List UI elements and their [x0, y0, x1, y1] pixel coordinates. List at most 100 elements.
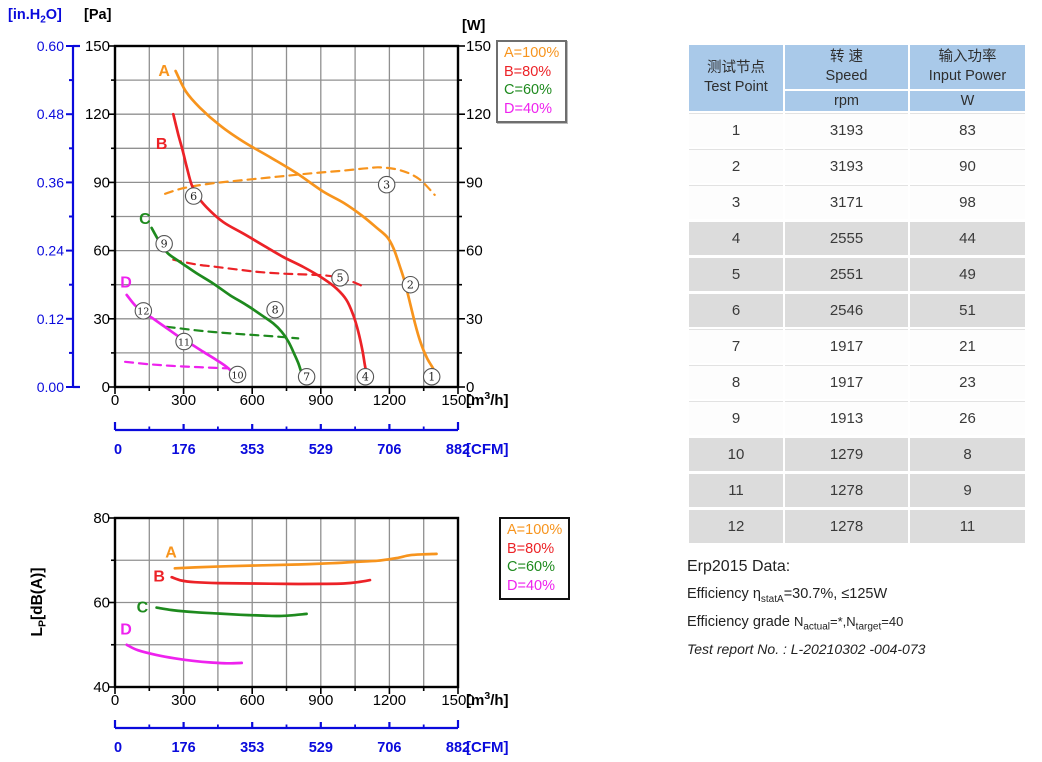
cfm-axis: 0 176 353 529 706 882[CFM] [113, 720, 508, 756]
test-point-marker-8: 8 [266, 300, 284, 319]
table-row-point-8: 8 1917 23 [689, 365, 1025, 399]
axis-titles: [in.H2O] [Pa] [W] [m3/h] [8, 7, 509, 409]
svg-text:[CFM]: [CFM] [466, 739, 508, 756]
series-b-80-pressure [171, 112, 368, 375]
table-header-input-power: 输入功率 Input Power [910, 45, 1025, 89]
svg-text:90: 90 [466, 174, 483, 191]
cell-test-point: 2 [689, 149, 783, 183]
cell-test-point: 7 [689, 329, 783, 363]
series-a-100-pressure [174, 69, 437, 377]
svg-text:0.00: 0.00 [37, 379, 64, 395]
svg-text:C: C [137, 600, 149, 617]
cell-test-point: 10 [689, 437, 783, 471]
svg-text:0: 0 [111, 392, 119, 409]
grid [115, 518, 458, 687]
svg-text:9: 9 [161, 238, 168, 251]
x-axis-title: [m3/h] [466, 690, 509, 709]
svg-text:0.12: 0.12 [37, 311, 64, 327]
table-row-point-9: 9 1913 26 [689, 401, 1025, 435]
svg-text:2: 2 [407, 279, 414, 292]
cell-test-point: 6 [689, 293, 783, 327]
test-point-marker-6: 6 [184, 187, 203, 205]
cell-speed: 2555 [785, 221, 908, 255]
table-row-point-11: 11 1278 9 [689, 473, 1025, 507]
svg-text:7: 7 [303, 371, 310, 384]
series-d-40-noise [125, 643, 244, 665]
svg-text:60: 60 [93, 595, 110, 612]
svg-text:353: 353 [240, 442, 264, 458]
svg-text:0.36: 0.36 [37, 174, 64, 190]
svg-text:529: 529 [309, 740, 333, 756]
cell-speed: 1278 [785, 509, 908, 543]
svg-text:706: 706 [377, 442, 401, 458]
cell-speed: 2551 [785, 257, 908, 291]
series-d-40-input-power [124, 360, 230, 370]
table-row-point-2: 2 3193 90 [689, 149, 1025, 183]
cell-power: 98 [910, 185, 1025, 219]
cell-power: 51 [910, 293, 1025, 327]
series-c-60-noise [155, 606, 308, 618]
header-input-power-en: Input Power [928, 68, 1007, 84]
series-a-100-input-power [164, 166, 436, 196]
grid [115, 46, 458, 387]
svg-text:LP[dB(A)]: LP[dB(A)] [29, 568, 49, 637]
test-point-marker-10: 10 [228, 365, 247, 384]
svg-text:C: C [139, 211, 151, 228]
cell-test-point: 12 [689, 509, 783, 543]
svg-text:1200: 1200 [373, 692, 406, 709]
svg-text:D: D [120, 622, 132, 639]
svg-text:1500: 1500 [441, 692, 474, 709]
legend-entry-c: C=60% [507, 559, 555, 575]
legend-entry-d: D=40% [504, 100, 552, 117]
svg-text:300: 300 [171, 692, 196, 709]
svg-text:600: 600 [240, 692, 265, 709]
svg-text:706: 706 [377, 740, 401, 756]
svg-text:882: 882 [446, 740, 470, 756]
table-row-point-5: 5 2551 49 [689, 257, 1025, 291]
table-row-point-6: 6 2546 51 [689, 293, 1025, 327]
table-row-point-3: 3 3171 98 [689, 185, 1025, 219]
svg-text:B: B [153, 568, 165, 585]
cell-test-point: 4 [689, 221, 783, 255]
cell-test-point: 3 [689, 185, 783, 219]
svg-text:0: 0 [466, 379, 474, 396]
svg-text:1: 1 [428, 371, 435, 384]
table-header-w-unit: W [910, 91, 1025, 111]
performance-chart-legend: A=100% B=80% C=60% D=40% [496, 40, 568, 123]
svg-text:A: A [165, 545, 177, 562]
table-row-point-10: 10 1279 8 [689, 437, 1025, 471]
erp-efficiency-line: Efficiency ηstatA=30.7%, ≤125W [687, 586, 888, 605]
y-axis-title: LP[dB(A)] [29, 568, 49, 637]
svg-text:[W]: [W] [462, 18, 486, 34]
cell-power: 9 [910, 473, 1025, 507]
test-point-marker-4: 4 [356, 368, 375, 386]
series-a-100-noise [173, 552, 438, 570]
legend-entry-a: A=100% [504, 45, 560, 61]
cell-power: 8 [910, 437, 1025, 471]
svg-text:0: 0 [111, 692, 119, 709]
svg-text:0.60: 0.60 [37, 38, 64, 54]
inh2o-axis: 0.00 0.12 0.24 0.36 0.48 0.60 [37, 38, 80, 395]
cell-test-point: 9 [689, 401, 783, 435]
cell-speed: 3193 [785, 149, 908, 183]
test-point-marker-2: 2 [401, 275, 420, 294]
noise-chart-legend: A=100% B=80% C=60% D=40% [499, 517, 571, 600]
header-input-power-zh: 输入功率 [938, 49, 997, 65]
test-point-marker-3: 3 [377, 175, 396, 194]
svg-text:0: 0 [114, 442, 122, 458]
svg-text:176: 176 [171, 442, 195, 458]
cfm-axis: 0 176 353 529 706 882[CFM] [113, 422, 508, 458]
svg-text:120: 120 [466, 106, 491, 123]
test-point-marker-12: 12 [134, 302, 153, 320]
svg-text:0: 0 [114, 740, 122, 756]
legend-entry-b: B=80% [507, 540, 555, 557]
svg-text:300: 300 [171, 392, 196, 409]
test-point-marker-1: 1 [422, 368, 441, 386]
table-header-test-point: 测试节点 Test Point [689, 45, 783, 111]
table-header-speed: 转 速 Speed [785, 45, 908, 89]
axes [108, 44, 465, 394]
table-row-point-1: 1 3193 83 [689, 113, 1025, 147]
